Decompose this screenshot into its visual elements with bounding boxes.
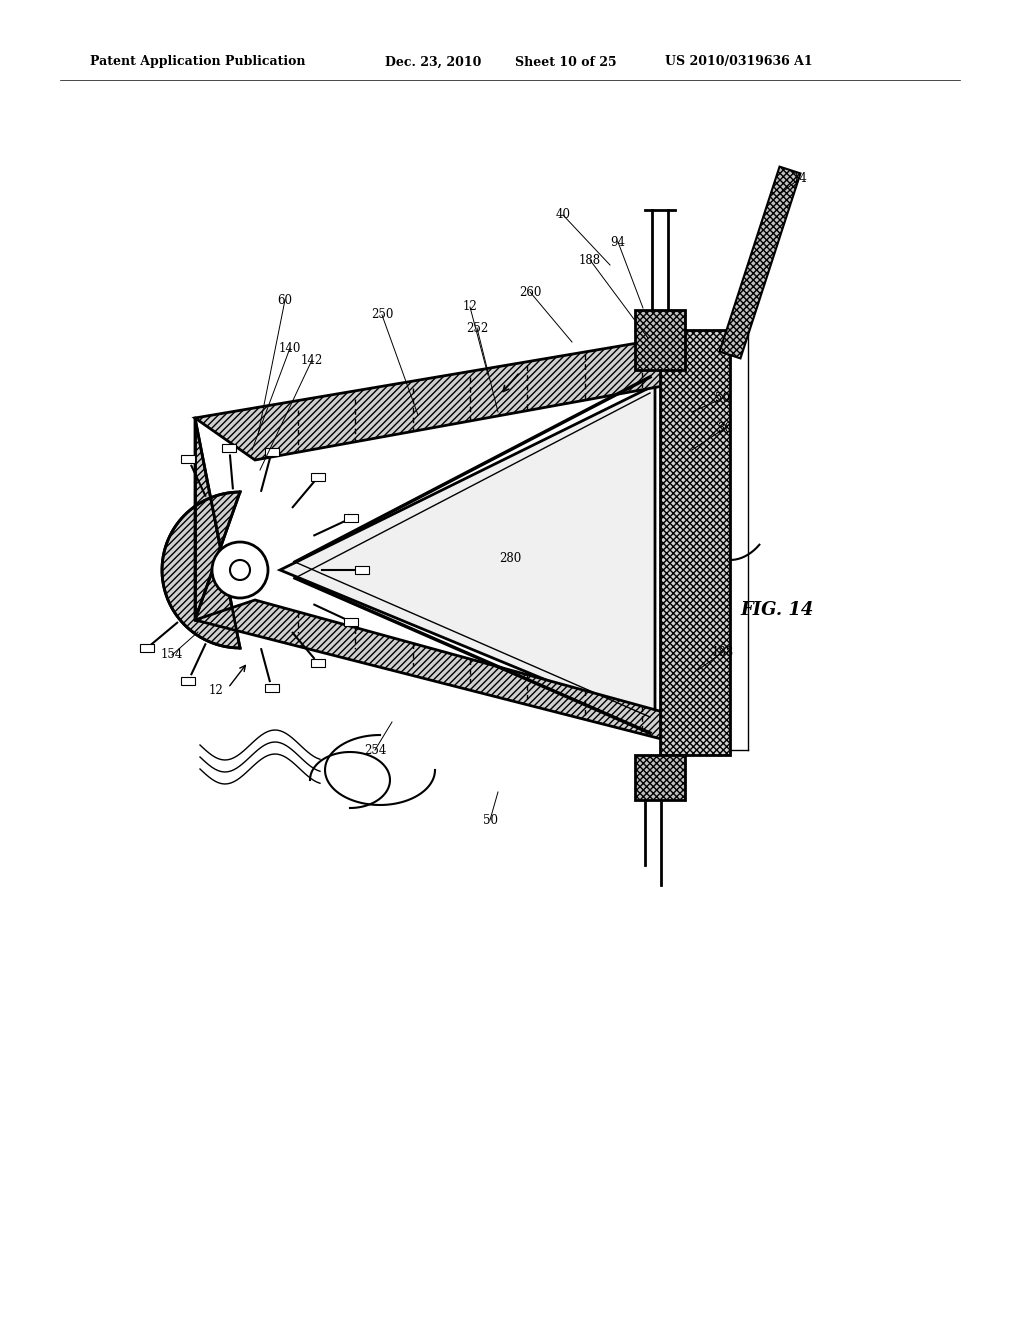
Text: 40: 40: [555, 209, 570, 222]
Text: 142: 142: [301, 354, 324, 367]
FancyBboxPatch shape: [181, 677, 196, 685]
Circle shape: [230, 560, 250, 579]
FancyBboxPatch shape: [139, 644, 154, 652]
Text: 94: 94: [610, 235, 626, 248]
Text: 250: 250: [371, 309, 393, 322]
Polygon shape: [720, 166, 801, 359]
Text: 36: 36: [718, 421, 732, 434]
Text: Patent Application Publication: Patent Application Publication: [90, 55, 305, 69]
Polygon shape: [195, 601, 685, 744]
Text: 50: 50: [716, 392, 730, 404]
Text: 260: 260: [519, 285, 542, 298]
Text: US 2010/0319636 A1: US 2010/0319636 A1: [665, 55, 813, 69]
FancyBboxPatch shape: [344, 515, 357, 523]
Text: Sheet 10 of 25: Sheet 10 of 25: [515, 55, 616, 69]
Text: 252: 252: [466, 322, 488, 334]
Bar: [635, 310, 685, 370]
Text: Dec. 23, 2010: Dec. 23, 2010: [385, 55, 481, 69]
FancyBboxPatch shape: [264, 684, 279, 692]
Text: 254: 254: [364, 743, 386, 756]
FancyBboxPatch shape: [181, 455, 196, 463]
Text: 154: 154: [161, 648, 183, 661]
Text: 50: 50: [482, 813, 498, 826]
FancyBboxPatch shape: [311, 473, 326, 480]
Text: 140: 140: [279, 342, 301, 355]
FancyBboxPatch shape: [344, 618, 357, 626]
FancyBboxPatch shape: [311, 660, 326, 668]
Text: 188: 188: [579, 253, 601, 267]
Polygon shape: [195, 335, 685, 459]
Bar: [635, 755, 685, 800]
Text: 60: 60: [278, 293, 293, 306]
FancyBboxPatch shape: [264, 449, 279, 457]
Bar: [660, 330, 730, 755]
Text: 12: 12: [463, 301, 477, 314]
Circle shape: [212, 543, 268, 598]
Text: 14: 14: [793, 172, 808, 185]
Text: 12: 12: [209, 684, 223, 697]
Text: 280: 280: [499, 552, 521, 565]
FancyBboxPatch shape: [222, 445, 237, 453]
FancyBboxPatch shape: [355, 566, 369, 574]
Text: 188: 188: [712, 645, 734, 659]
Text: FIG. 14: FIG. 14: [740, 601, 813, 619]
Polygon shape: [162, 418, 240, 648]
Polygon shape: [280, 385, 655, 725]
